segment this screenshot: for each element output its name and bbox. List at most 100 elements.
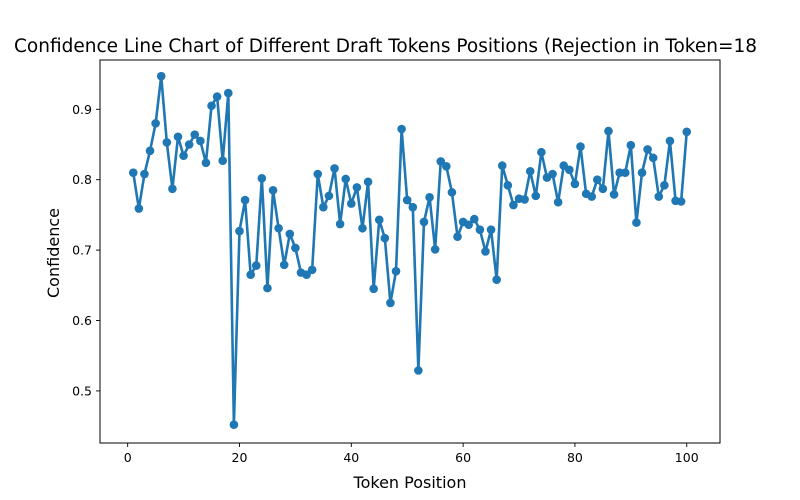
data-point (436, 157, 446, 166)
data-point (279, 260, 289, 270)
data-point (425, 192, 434, 202)
data-point (475, 225, 485, 234)
data-point (665, 136, 675, 146)
x-axis-label: Token Position (353, 473, 467, 492)
data-point (531, 191, 541, 201)
data-point (128, 168, 138, 177)
data-point (319, 202, 328, 212)
data-point (224, 88, 233, 98)
data-point (369, 284, 378, 294)
data-point (162, 138, 172, 147)
data-point (168, 184, 177, 194)
data-point (173, 132, 183, 142)
data-point (302, 270, 311, 280)
data-point (145, 146, 155, 156)
data-point (609, 190, 619, 199)
y-tick-label: 0.7 (72, 243, 92, 258)
y-tick-label: 0.5 (72, 383, 92, 398)
data-point (246, 270, 255, 280)
axes-frame (99, 59, 721, 444)
data-point (570, 179, 580, 189)
data-point (151, 119, 160, 128)
data-point (402, 195, 412, 205)
data-point (660, 181, 669, 190)
data-point (464, 220, 474, 230)
x-tick-label: 80 (567, 450, 583, 465)
data-point (134, 204, 144, 213)
data-point (380, 233, 390, 243)
x-tick-label: 0 (124, 450, 132, 465)
data-point (419, 217, 429, 227)
data-point (397, 124, 406, 134)
data-point (179, 151, 188, 161)
y-axis-label: Confidence (44, 208, 63, 298)
data-point (358, 223, 367, 233)
plot-area: 0 20 40 60 80 100 0.5 0.6 0.7 0.8 0.9 (72, 59, 721, 465)
data-point (190, 130, 200, 139)
data-point (235, 226, 244, 236)
data-point (391, 266, 401, 276)
data-point (620, 168, 630, 177)
data-point (386, 298, 395, 308)
series-line (131, 74, 689, 426)
data-point (442, 162, 451, 171)
data-point (330, 164, 339, 173)
data-point (553, 197, 563, 207)
chart-title: Confidence Line Chart of Different Draft… (14, 36, 757, 57)
data-point (525, 166, 535, 176)
data-point (486, 225, 496, 234)
data-point (285, 229, 295, 239)
data-point (643, 145, 652, 154)
x-tick-label: 40 (343, 450, 359, 465)
data-point (156, 71, 166, 81)
data-point (240, 195, 250, 205)
data-point (374, 215, 384, 225)
data-point (648, 153, 658, 163)
data-point (201, 158, 211, 168)
data-point (335, 219, 345, 229)
data-point (537, 147, 546, 157)
data-point (682, 127, 692, 137)
data-point (548, 169, 557, 179)
data-point (430, 245, 440, 254)
y-tick-label: 0.9 (72, 102, 92, 117)
data-point (565, 165, 574, 175)
data-point (654, 192, 664, 201)
x-tick-label: 60 (455, 450, 471, 465)
data-point (212, 92, 222, 101)
data-point (626, 140, 636, 150)
data-point (509, 200, 518, 210)
data-point (196, 136, 205, 146)
data-point (324, 191, 334, 201)
x-tick-label: 100 (675, 450, 699, 465)
y-tick-label: 0.6 (72, 313, 92, 328)
data-point (140, 169, 149, 179)
data-point (257, 173, 267, 183)
data-point (447, 188, 457, 197)
data-point (268, 185, 278, 195)
data-point (218, 156, 228, 165)
data-point (263, 283, 272, 293)
data-point (632, 218, 641, 227)
data-point (503, 181, 513, 190)
data-point (347, 199, 356, 208)
data-point (481, 247, 490, 256)
data-point (520, 195, 529, 204)
data-point (676, 197, 686, 206)
data-point (497, 161, 507, 170)
data-point (492, 275, 501, 284)
data-point (408, 202, 418, 212)
data-point (307, 265, 317, 275)
data-point (598, 184, 608, 194)
data-point (251, 261, 261, 270)
data-point (453, 232, 462, 242)
data-point (587, 192, 596, 201)
x-tick-label: 20 (232, 450, 248, 465)
data-point (229, 420, 239, 429)
data-point (341, 174, 351, 184)
data-point (592, 175, 602, 184)
data-point (576, 142, 585, 151)
data-point (274, 223, 283, 233)
